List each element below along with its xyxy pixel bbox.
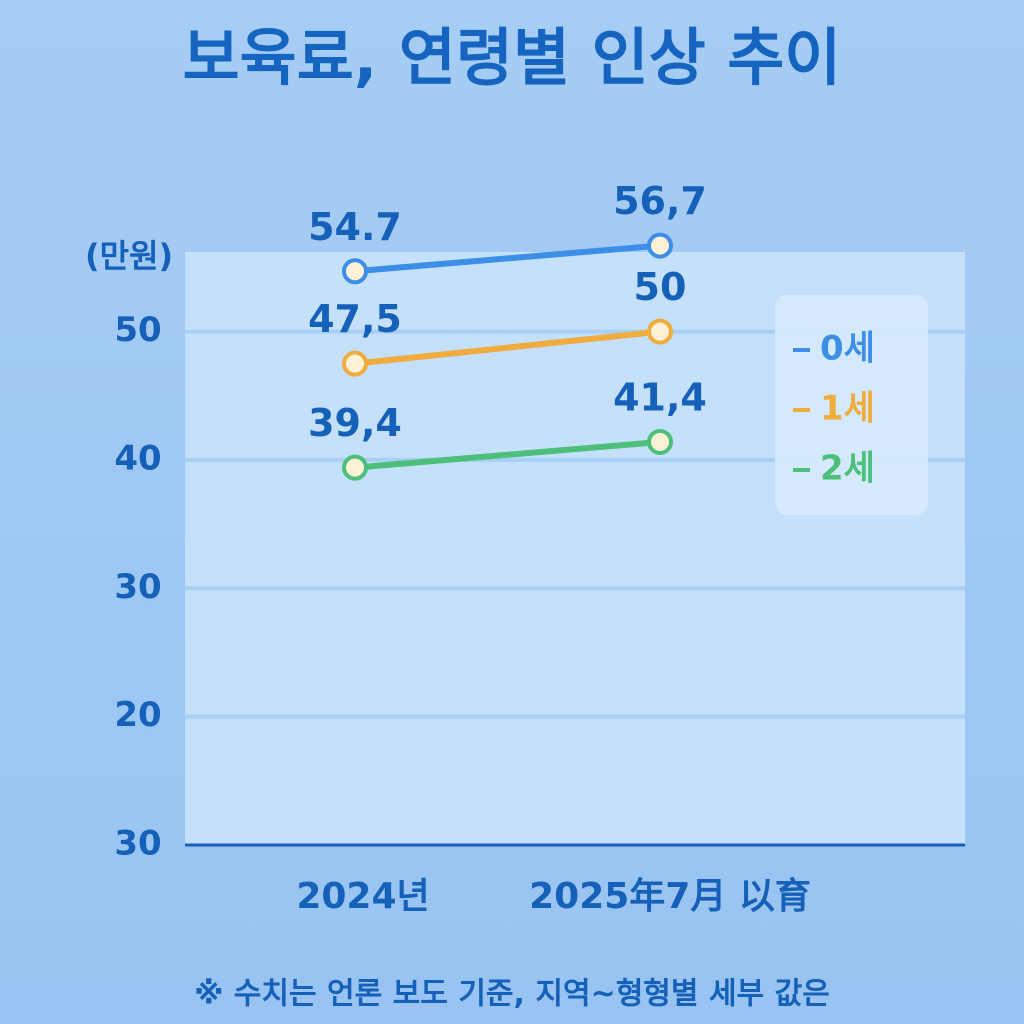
data-point	[647, 232, 673, 259]
legend	[775, 295, 928, 515]
series-line	[354, 328, 661, 367]
chart-title: 보육료, 연령별 인상 추이	[182, 21, 842, 94]
y-tick-label: 30	[114, 567, 161, 607]
data-point	[342, 350, 368, 377]
data-label: 54.7	[308, 205, 402, 249]
y-tick-label: 40	[114, 438, 161, 478]
data-point	[647, 318, 673, 345]
footnote: ※ 수치는 언론 보도 기준, 지역~형형별 세부 값은	[194, 977, 830, 1012]
data-point	[342, 454, 368, 481]
series-line	[354, 242, 661, 275]
y-tick-label: 50	[114, 310, 161, 350]
data-label: 41,4	[613, 375, 707, 419]
data-label: 39,4	[308, 401, 402, 445]
data-label: 50	[634, 265, 687, 309]
x-tick-label: 2025年7月 以育	[529, 876, 811, 917]
series-line	[354, 438, 661, 471]
legend-label: 0세	[820, 329, 875, 369]
y-tick-label: 30	[114, 824, 161, 864]
x-tick-label: 2024년	[296, 876, 429, 917]
y-axis-label: (만원)	[85, 237, 173, 275]
y-tick-label: 20	[114, 695, 161, 735]
data-label: 47,5	[308, 297, 402, 341]
data-label: 56,7	[613, 179, 707, 223]
data-point	[342, 258, 368, 285]
legend-label: 2세	[820, 449, 875, 489]
data-point	[647, 428, 673, 455]
legend-label: 1세	[820, 389, 875, 429]
